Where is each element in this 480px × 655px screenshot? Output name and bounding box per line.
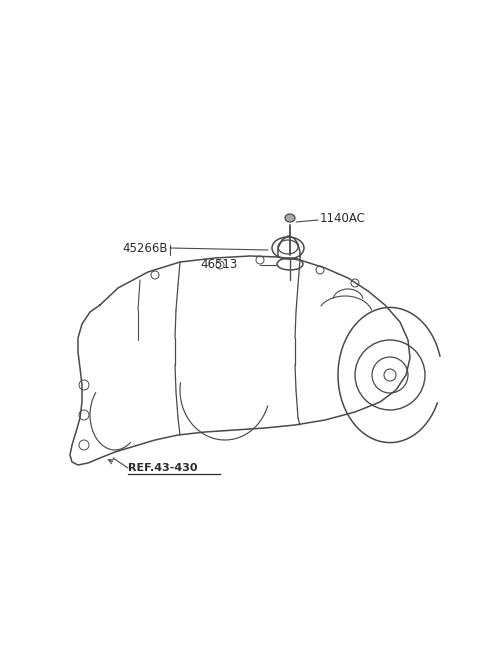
Text: 1140AC: 1140AC xyxy=(320,212,366,225)
Text: 46513: 46513 xyxy=(200,257,237,271)
Text: 45266B: 45266B xyxy=(122,242,168,255)
Text: REF.43-430: REF.43-430 xyxy=(128,463,197,473)
Ellipse shape xyxy=(285,214,295,222)
